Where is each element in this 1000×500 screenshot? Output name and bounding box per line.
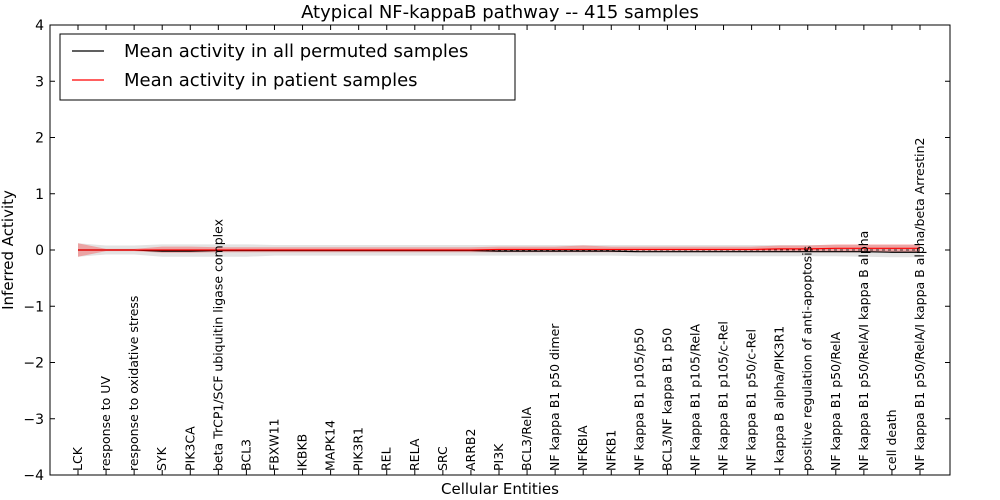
x-tick-label: REL <box>379 447 394 471</box>
x-tick-label: beta TrCP1/SCF ubiquitin ligase complex <box>210 219 225 471</box>
x-tick-label: NF kappa B1 p50 dimer <box>547 323 562 471</box>
x-tick-label: MAPK14 <box>323 420 338 471</box>
chart-title: Atypical NF-kappaB pathway -- 415 sample… <box>301 2 699 23</box>
x-tick-label: NF kappa B1 p50/RelA <box>828 331 843 471</box>
y-tick-label: 3 <box>35 74 44 90</box>
x-tick-label: SRC <box>435 446 450 471</box>
x-tick-label: RELA <box>407 438 422 471</box>
x-tick-label: PIK3CA <box>182 426 197 471</box>
x-axis-label: Cellular Entities <box>441 480 559 498</box>
x-tick-label: NF kappa B1 p50/RelA/I kappa B alpha/bet… <box>912 138 927 472</box>
x-tick-label: NF kappa B1 p105/p50 <box>631 328 646 471</box>
series-line-2 <box>78 247 920 251</box>
x-tick-label: IKBKB <box>295 434 310 471</box>
x-tick-label: BCL3/NF kappa B1 p50 <box>659 328 674 471</box>
x-tick-label: NF kappa B1 p105/c-Rel <box>716 321 731 471</box>
y-tick-label: −4 <box>23 468 44 484</box>
y-tick-label: 0 <box>35 243 44 259</box>
x-tick-label: ARRB2 <box>463 429 478 471</box>
x-tick-label: response to oxidative stress <box>126 296 141 471</box>
x-tick-label: FBXW11 <box>266 418 281 471</box>
x-tick-label: LCK <box>70 446 85 471</box>
x-tick-label: cell death <box>884 409 899 471</box>
x-axis: LCK response to UV response to oxidative s… <box>70 25 927 475</box>
y-tick-label: 1 <box>35 187 44 203</box>
x-tick-label: PI3K <box>491 443 506 471</box>
x-tick-label: I kappa B alpha/PIK3R1 <box>772 326 787 471</box>
x-tick-label: BCL3 <box>238 439 253 471</box>
legend-label-permuted: Mean activity in all permuted samples <box>124 41 468 62</box>
y-tick-label: 2 <box>35 131 44 147</box>
x-tick-label: NF kappa B1 p105/RelA <box>687 324 702 471</box>
legend-label-patient: Mean activity in patient samples <box>124 70 418 91</box>
x-tick-label: NF kappa B1 p50/RelA/I kappa B alpha <box>856 231 871 471</box>
x-tick-label: SYK <box>154 446 169 471</box>
x-tick-label: NFKB1 <box>603 430 618 471</box>
y-tick-label: −2 <box>23 356 44 372</box>
x-tick-label: BCL3/RelA <box>519 407 534 471</box>
y-axis: 4 3 2 1 0 −1 −2 −3 −4 <box>23 18 950 484</box>
legend-box <box>59 33 516 101</box>
x-tick-label: PIK3R1 <box>351 427 366 471</box>
y-axis-label: Inferred Activity <box>0 190 17 310</box>
x-tick-label: NF kappa B1 p50/c-Rel <box>744 329 759 471</box>
legend: Mean activity in all permuted samples Me… <box>59 33 516 101</box>
y-tick-label: 4 <box>35 18 44 34</box>
x-tick-label: positive regulation of anti-apoptosis <box>800 246 815 471</box>
y-tick-label: −3 <box>23 412 44 428</box>
y-tick-label: −1 <box>23 299 44 315</box>
x-tick-label: response to UV <box>98 376 113 471</box>
series-lines <box>78 247 920 253</box>
x-tick-label: NFKBIA <box>575 425 590 471</box>
